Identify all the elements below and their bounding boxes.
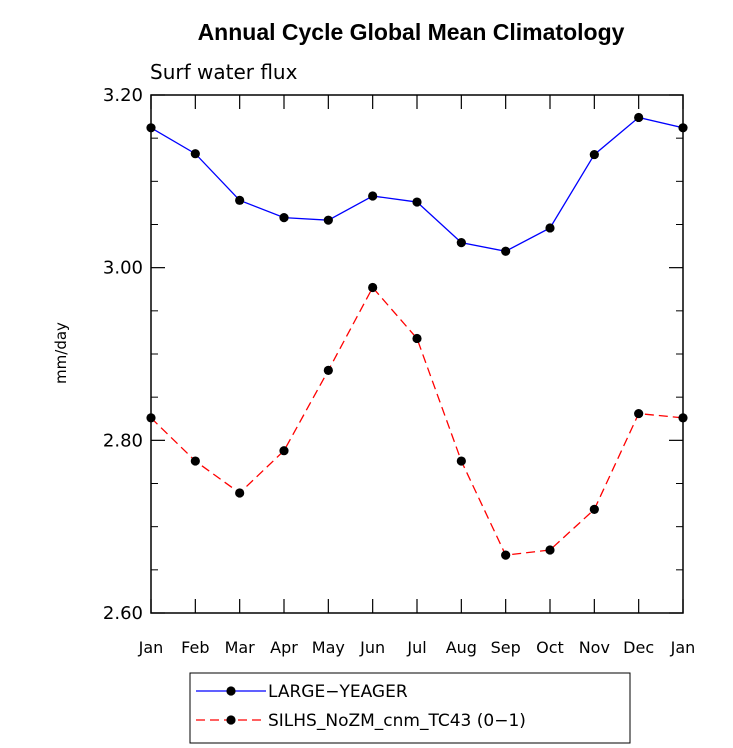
plot-frame — [150, 94, 684, 614]
x-tick-label: Apr — [270, 638, 298, 657]
y-tick-label: 2.80 — [103, 430, 143, 451]
series-2-point — [545, 545, 555, 555]
x-tick-label: Sep — [491, 638, 521, 657]
legend-label-1: LARGE−YEAGER — [268, 682, 408, 702]
series-1-point — [368, 191, 378, 201]
x-tick-label: Oct — [536, 638, 564, 657]
series-2-point — [279, 446, 289, 456]
legend-label-2: SILHS_NoZM_cnm_TC43 (0−1) — [268, 711, 526, 731]
x-tick-label: Mar — [225, 638, 256, 657]
x-tick-label: Jun — [359, 638, 385, 657]
y-tick-label: 3.00 — [103, 258, 143, 279]
chart-subtitle: Surf water flux — [150, 60, 298, 84]
x-tick-label: Jan — [138, 638, 164, 657]
series-1-point — [279, 212, 289, 223]
x-tick-label: Jan — [670, 638, 696, 657]
series-1-point — [501, 246, 511, 256]
x-tick-label: Aug — [446, 638, 477, 657]
series-2-point — [412, 333, 422, 344]
series-1-point — [323, 215, 333, 225]
y-axis-label: mm/day — [52, 322, 70, 384]
series-2-point — [456, 456, 466, 466]
y-tick-label: 2.60 — [103, 603, 143, 624]
chart-title: Annual Cycle Global Mean Climatology — [198, 19, 625, 45]
series-1-point — [456, 238, 466, 248]
series-1-point — [235, 195, 245, 205]
series-2-point — [323, 365, 333, 376]
x-tick-label: Feb — [181, 638, 209, 657]
series-1-point — [589, 149, 599, 160]
series-2-point — [190, 456, 200, 466]
series-1-point — [634, 112, 644, 123]
series-line-2 — [150, 286, 684, 556]
series-2-point — [368, 282, 378, 293]
y-tick-label: 3.20 — [103, 85, 143, 106]
legend-box — [189, 672, 631, 744]
legend-marker-1 — [226, 686, 236, 696]
x-tick-label: Dec — [623, 638, 654, 657]
x-tick-label: Nov — [579, 638, 610, 657]
series-2-point — [501, 550, 511, 560]
series-1-point — [412, 197, 422, 207]
series-2-point — [235, 488, 245, 498]
series-2-point — [634, 408, 644, 419]
series-1-point — [545, 223, 555, 233]
series-line-1 — [150, 116, 684, 252]
series-1-point — [190, 149, 200, 159]
series-2-point — [589, 504, 599, 514]
x-tick-label: May — [312, 638, 345, 657]
legend-marker-2 — [226, 715, 236, 725]
x-tick-label: Jul — [406, 638, 426, 657]
